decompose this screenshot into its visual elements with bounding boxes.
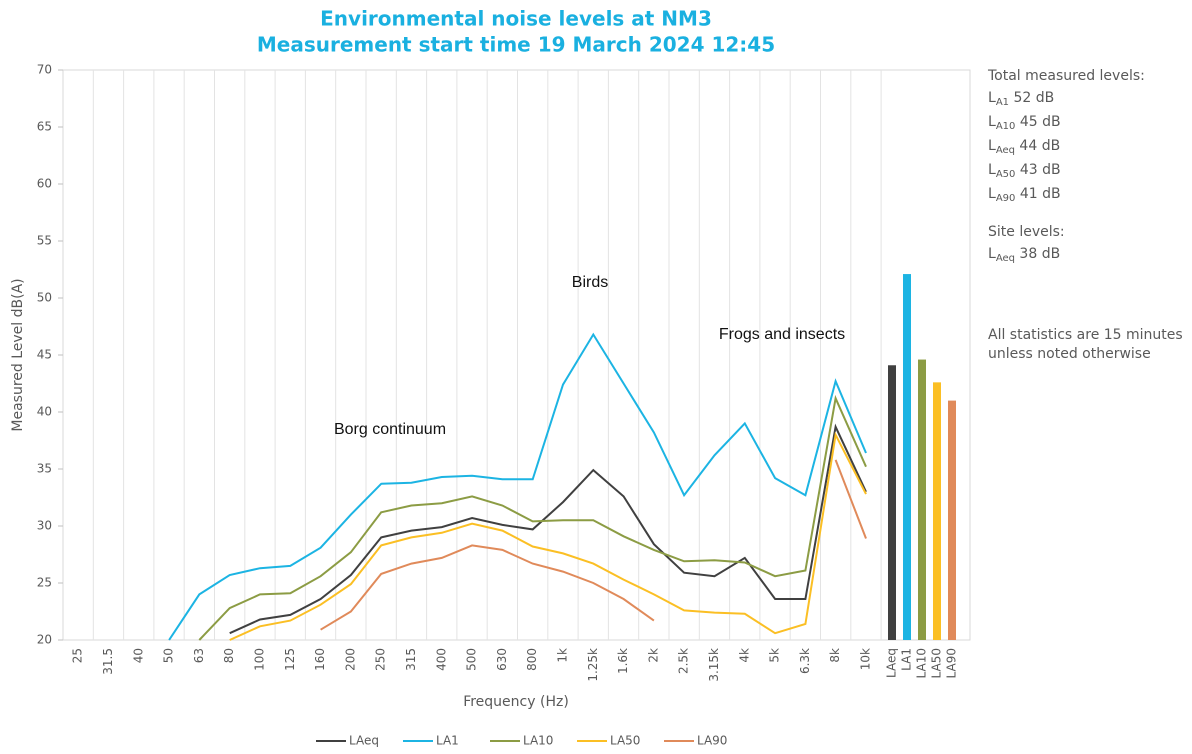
- bar: [888, 365, 896, 640]
- x-tick-label: 1k: [555, 648, 569, 663]
- note-subscript: Aeq: [996, 145, 1015, 156]
- x-tick-label: 1.25k: [586, 648, 600, 682]
- note-item: LAeq 44 dB: [988, 138, 1060, 156]
- x-tick-label: 160: [313, 648, 327, 671]
- legend-label: LA10: [523, 734, 553, 748]
- y-tick-label: 70: [37, 63, 52, 77]
- x-tick-label: LA1: [900, 648, 914, 671]
- x-tick-label: 400: [434, 648, 448, 671]
- chart-subtitle: Measurement start time 19 March 2024 12:…: [257, 33, 775, 57]
- y-tick-label: 40: [37, 405, 52, 419]
- x-tick-label: 125: [283, 648, 297, 671]
- note-symbol: L: [988, 246, 996, 262]
- x-tick-label: 500: [465, 648, 479, 671]
- y-tick-label: 45: [37, 348, 52, 362]
- x-tick-label: 63: [192, 648, 206, 663]
- x-tick-label: 5k: [768, 648, 782, 663]
- note-subscript: A1: [996, 97, 1009, 108]
- legend-label: LAeq: [349, 734, 379, 748]
- note-text: 41 dB: [1015, 186, 1060, 202]
- x-tick-label: 100: [252, 648, 266, 671]
- annotation: Frogs and insects: [719, 326, 845, 343]
- x-tick-label: 2.5k: [677, 648, 691, 674]
- series-line: [320, 459, 867, 631]
- series-line: [198, 394, 867, 641]
- note-subscript: Aeq: [996, 253, 1015, 264]
- x-tick-label: 2k: [646, 648, 660, 663]
- x-tick-label: 4k: [737, 648, 751, 663]
- note-line: All statistics are 15 minutes: [988, 327, 1183, 343]
- x-tick-label: 800: [525, 648, 539, 671]
- note-symbol: L: [988, 162, 996, 178]
- note-line: unless noted otherwise: [988, 346, 1151, 362]
- x-tick-label: 80: [222, 648, 236, 663]
- note-text: 45 dB: [1015, 114, 1060, 130]
- series-line: [229, 423, 867, 635]
- x-tick-label: 3.15k: [707, 648, 721, 682]
- bar: [903, 274, 911, 640]
- y-tick-label: 65: [37, 120, 52, 134]
- annotation: Birds: [572, 274, 608, 291]
- note-text: 43 dB: [1015, 162, 1060, 178]
- legend-label: LA1: [436, 734, 459, 748]
- series-line: [168, 332, 867, 641]
- y-tick-label: 20: [37, 633, 52, 647]
- legend-label: LA90: [697, 734, 727, 748]
- note-subscript: A10: [996, 121, 1016, 132]
- legend-label: LA50: [610, 734, 640, 748]
- y-tick-label: 60: [37, 177, 52, 191]
- x-tick-label: LA50: [930, 648, 944, 678]
- bar: [933, 382, 941, 640]
- series-line: [229, 431, 867, 641]
- x-tick-label: 8k: [828, 648, 842, 663]
- note-symbol: L: [988, 114, 996, 130]
- note-subscript: A50: [996, 169, 1016, 180]
- x-tick-label: LA10: [915, 648, 929, 678]
- x-tick-label: LAeq: [885, 648, 899, 678]
- y-tick-label: 55: [37, 234, 52, 248]
- x-tick-label: 1.6k: [616, 648, 630, 674]
- note-heading: Total measured levels:: [987, 68, 1145, 84]
- note-text: 52 dB: [1009, 90, 1054, 106]
- x-tick-label: 250: [374, 648, 388, 671]
- note-item: LA10 45 dB: [988, 114, 1061, 132]
- x-tick-label: 25: [71, 648, 85, 663]
- plot-area: [62, 69, 971, 641]
- x-tick-label: 315: [404, 648, 418, 671]
- x-tick-label: 200: [343, 648, 357, 671]
- annotation: Borg continuum: [334, 421, 446, 438]
- note-text: 44 dB: [1015, 138, 1060, 154]
- note-subscript: A90: [996, 193, 1016, 204]
- y-tick-label: 25: [37, 576, 52, 590]
- y-tick-label: 50: [37, 291, 52, 305]
- x-tick-label: 630: [495, 648, 509, 671]
- note-text: 38 dB: [1015, 246, 1060, 262]
- note-item: LAeq 38 dB: [988, 246, 1060, 264]
- x-tick-label: LA90: [945, 648, 959, 678]
- y-axis-label: Measured Level dB(A): [10, 278, 26, 431]
- bar: [948, 400, 956, 640]
- x-tick-label: 50: [162, 648, 176, 663]
- x-tick-label: 31.5: [101, 648, 115, 675]
- note-symbol: L: [988, 138, 996, 154]
- x-axis-label: Frequency (Hz): [463, 694, 569, 710]
- x-tick-label: 10k: [858, 648, 872, 670]
- note-item: LA90 41 dB: [988, 186, 1061, 204]
- note-item: LA50 43 dB: [988, 162, 1061, 180]
- y-tick-label: 35: [37, 462, 52, 476]
- note-symbol: L: [988, 90, 996, 106]
- y-tick-label: 30: [37, 519, 52, 533]
- x-tick-label: 40: [131, 648, 145, 663]
- bar: [918, 359, 926, 640]
- x-tick-label: 6.3k: [798, 648, 812, 674]
- chart-title: Environmental noise levels at NM3: [320, 7, 712, 31]
- note-item: LA1 52 dB: [988, 90, 1054, 108]
- note-symbol: L: [988, 186, 996, 202]
- note-heading: Site levels:: [988, 224, 1065, 240]
